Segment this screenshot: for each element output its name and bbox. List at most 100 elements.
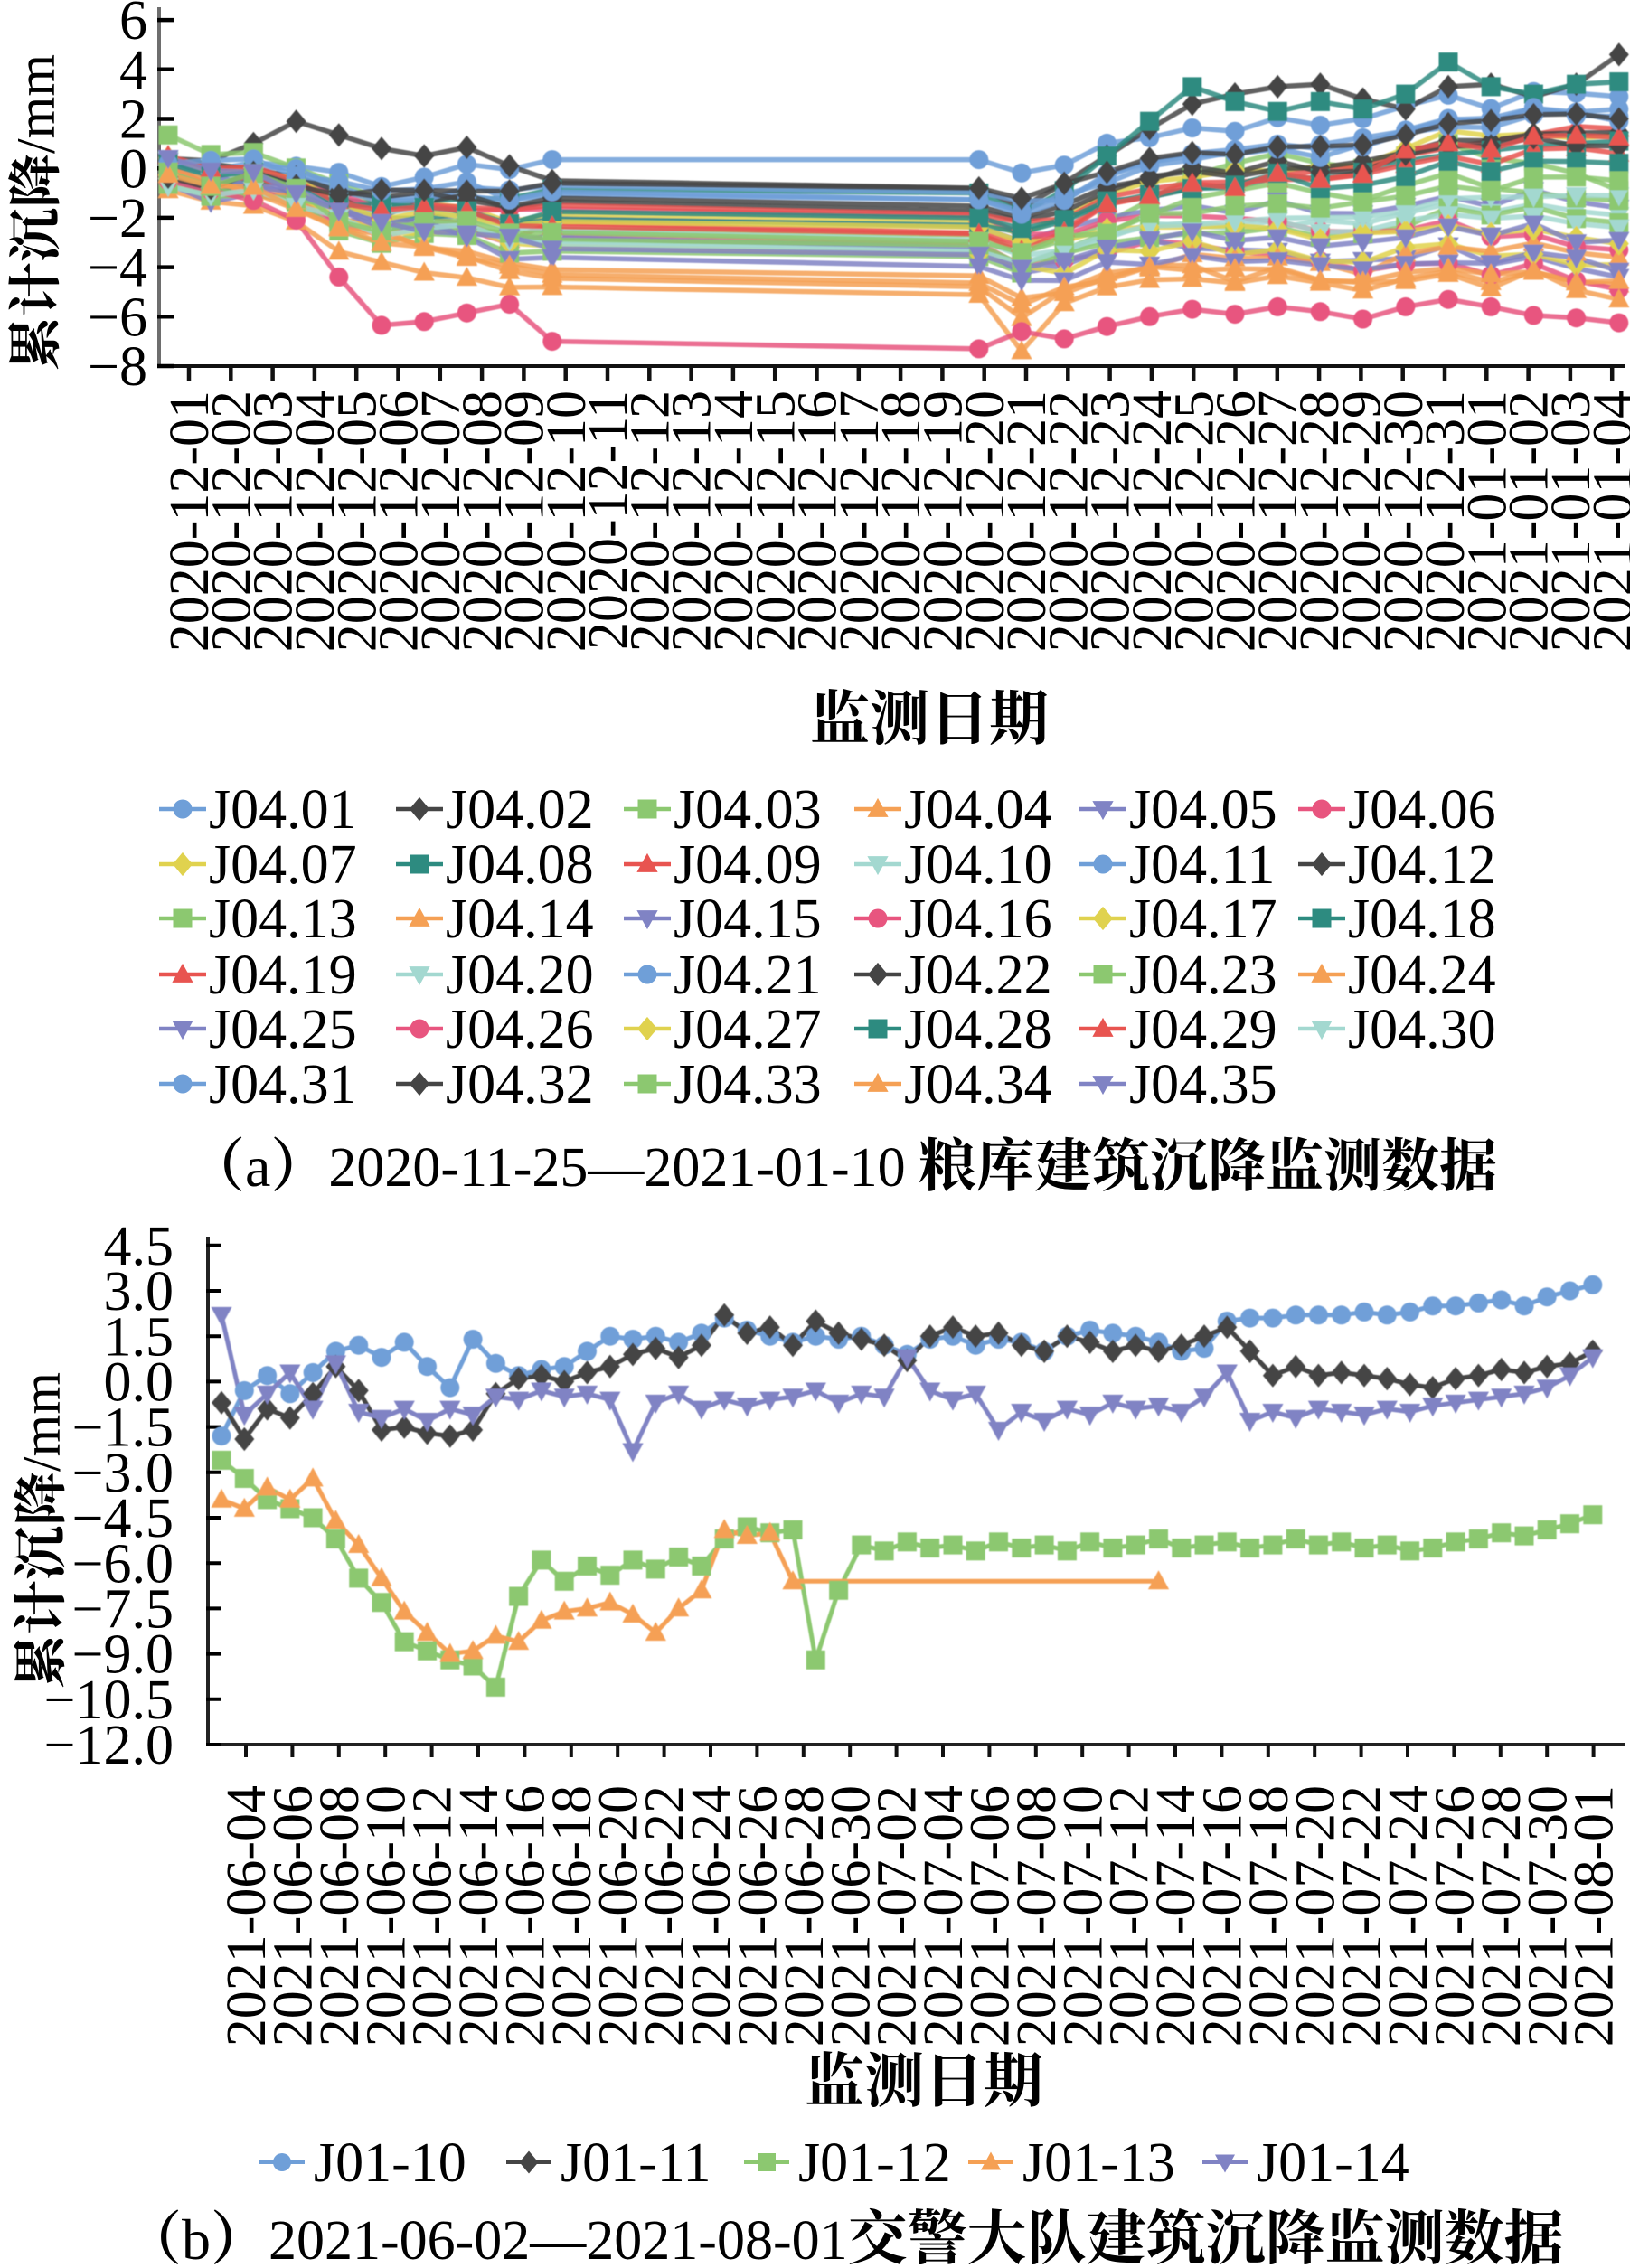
- svg-text:−6: −6: [88, 287, 147, 348]
- svg-text:J04.31: J04.31: [209, 1054, 357, 1115]
- svg-text:2021-07-12: 2021-07-12: [1099, 1785, 1161, 2047]
- svg-text:J01-12: J01-12: [798, 2132, 951, 2194]
- svg-text:J01-10: J01-10: [314, 2132, 466, 2194]
- svg-text:2021-06-08: 2021-06-08: [309, 1785, 371, 2047]
- svg-text:/mm: /mm: [6, 54, 66, 154]
- svg-text:2021-06-26: 2021-06-26: [728, 1785, 789, 2047]
- svg-text:2020-12-19: 2020-12-19: [913, 391, 975, 652]
- svg-text:2020-12-20: 2020-12-20: [955, 391, 1016, 652]
- svg-text:2021-07-16: 2021-07-16: [1192, 1785, 1254, 2047]
- svg-text:2020-12-11: 2020-12-11: [578, 391, 639, 650]
- svg-text:3.0: 3.0: [104, 1261, 174, 1322]
- svg-text:J04.27: J04.27: [674, 999, 822, 1060]
- svg-text:J01-14: J01-14: [1257, 2132, 1409, 2194]
- svg-text:2021-06-20: 2021-06-20: [588, 1785, 649, 2047]
- svg-text:b: b: [182, 2207, 211, 2268]
- svg-text:2021-06-16: 2021-06-16: [495, 1785, 557, 2047]
- svg-text:2020-12-25: 2020-12-25: [1164, 391, 1225, 652]
- svg-text:2021-06-18: 2021-06-18: [542, 1785, 603, 2047]
- svg-text:2021-07-18: 2021-07-18: [1239, 1785, 1300, 2047]
- svg-text:J04.03: J04.03: [674, 779, 822, 841]
- svg-text:J04.02: J04.02: [446, 779, 594, 841]
- svg-text:J01-13: J01-13: [1022, 2132, 1175, 2194]
- svg-text:2021-01-03: 2021-01-03: [1540, 391, 1602, 652]
- svg-text:2021-07-24: 2021-07-24: [1378, 1785, 1439, 2047]
- svg-text:J04.35: J04.35: [1129, 1054, 1277, 1115]
- svg-text:−8: −8: [88, 336, 147, 398]
- svg-text:2020-12-02: 2020-12-02: [201, 391, 262, 652]
- svg-text:J04.05: J04.05: [1129, 779, 1277, 841]
- svg-text:/mm: /mm: [12, 1372, 71, 1472]
- svg-text:J04.24: J04.24: [1348, 945, 1496, 1006]
- svg-text:2020-12-03: 2020-12-03: [243, 391, 305, 652]
- svg-text:J04.25: J04.25: [209, 999, 357, 1060]
- svg-text:2020-12-29: 2020-12-29: [1332, 391, 1393, 652]
- svg-text:J04.20: J04.20: [446, 945, 594, 1006]
- svg-text:2020-12-22: 2020-12-22: [1038, 391, 1099, 652]
- svg-text:2021-07-30: 2021-07-30: [1517, 1785, 1578, 2047]
- svg-text:J04.15: J04.15: [674, 889, 822, 950]
- svg-text:1.5: 1.5: [104, 1306, 174, 1368]
- svg-text:2021-07-08: 2021-07-08: [1006, 1785, 1068, 2047]
- svg-text:2021-06-28: 2021-06-28: [774, 1785, 835, 2047]
- svg-text:J04.10: J04.10: [904, 834, 1052, 896]
- svg-text:−12.0: −12.0: [44, 1715, 174, 1776]
- svg-text:2020-11-25—2021-01-10: 2020-11-25—2021-01-10: [328, 1137, 905, 1199]
- svg-text:2021-06-24: 2021-06-24: [681, 1785, 742, 2047]
- svg-text:2021-07-26: 2021-07-26: [1425, 1785, 1486, 2047]
- svg-text:2020-12-01: 2020-12-01: [159, 391, 221, 652]
- svg-text:−3.0: −3.0: [72, 1443, 174, 1504]
- svg-text:2020-12-06: 2020-12-06: [369, 391, 430, 652]
- svg-text:2021-06-30: 2021-06-30: [820, 1785, 881, 2047]
- svg-text:2020-12-05: 2020-12-05: [326, 391, 388, 652]
- svg-text:2020-12-10: 2020-12-10: [536, 391, 598, 652]
- svg-text:J04.11: J04.11: [1129, 834, 1275, 896]
- svg-text:2021-06-02—2021-08-01: 2021-06-02—2021-08-01: [269, 2210, 848, 2268]
- svg-text:−6.0: −6.0: [72, 1533, 174, 1595]
- svg-text:2020-12-16: 2020-12-16: [787, 391, 849, 652]
- svg-text:2020-12-21: 2020-12-21: [996, 391, 1058, 652]
- svg-text:J04.17: J04.17: [1129, 889, 1277, 950]
- svg-text:4.5: 4.5: [104, 1216, 174, 1277]
- svg-text:J04.28: J04.28: [904, 999, 1052, 1060]
- svg-text:2021-07-02: 2021-07-02: [867, 1785, 928, 2047]
- svg-text:2020-12-08: 2020-12-08: [452, 391, 513, 652]
- svg-text:2020-12-14: 2020-12-14: [703, 391, 765, 652]
- svg-text:2021-06-22: 2021-06-22: [635, 1785, 696, 2047]
- svg-text:J04.19: J04.19: [209, 945, 357, 1006]
- svg-text:J04.21: J04.21: [674, 945, 822, 1006]
- svg-text:2020-12-26: 2020-12-26: [1206, 391, 1267, 652]
- svg-text:J04.09: J04.09: [674, 834, 822, 896]
- svg-text:2020-12-30: 2020-12-30: [1373, 391, 1435, 652]
- svg-text:2020-12-27: 2020-12-27: [1248, 391, 1309, 652]
- svg-text:a: a: [245, 1134, 270, 1199]
- svg-text:2020-12-04: 2020-12-04: [285, 391, 346, 652]
- svg-text:−1.5: −1.5: [72, 1398, 174, 1459]
- svg-text:2021-07-10: 2021-07-10: [1052, 1785, 1114, 2047]
- svg-text:J04.26: J04.26: [446, 999, 594, 1060]
- svg-text:J04.07: J04.07: [209, 834, 357, 896]
- svg-text:J04.30: J04.30: [1348, 999, 1496, 1060]
- svg-text:2021-06-10: 2021-06-10: [355, 1785, 417, 2047]
- svg-text:2021-06-12: 2021-06-12: [402, 1785, 464, 2047]
- svg-text:2021-01-04: 2021-01-04: [1582, 391, 1630, 652]
- svg-text:−4: −4: [88, 238, 147, 299]
- svg-text:J04.08: J04.08: [446, 834, 594, 896]
- svg-text:2020-12-17: 2020-12-17: [829, 391, 890, 652]
- svg-text:J04.18: J04.18: [1348, 889, 1496, 950]
- svg-text:2020-12-09: 2020-12-09: [495, 391, 556, 652]
- svg-text:2020-12-24: 2020-12-24: [1122, 391, 1183, 652]
- svg-text:2021-07-04: 2021-07-04: [913, 1785, 975, 2047]
- svg-text:0: 0: [119, 138, 147, 200]
- svg-text:2021-07-20: 2021-07-20: [1285, 1785, 1346, 2047]
- svg-text:6: 6: [119, 0, 147, 52]
- svg-text:2021-06-04: 2021-06-04: [216, 1785, 278, 2047]
- svg-text:2020-12-28: 2020-12-28: [1289, 391, 1351, 652]
- svg-text:J04.22: J04.22: [904, 945, 1052, 1006]
- svg-text:2020-12-12: 2020-12-12: [619, 391, 681, 652]
- svg-text:2021-01-02: 2021-01-02: [1499, 391, 1560, 652]
- svg-text:2021-07-22: 2021-07-22: [1332, 1785, 1393, 2047]
- svg-text:2021-01-01: 2021-01-01: [1456, 391, 1518, 652]
- svg-text:−9.0: −9.0: [72, 1624, 174, 1686]
- svg-text:−7.5: −7.5: [72, 1579, 174, 1641]
